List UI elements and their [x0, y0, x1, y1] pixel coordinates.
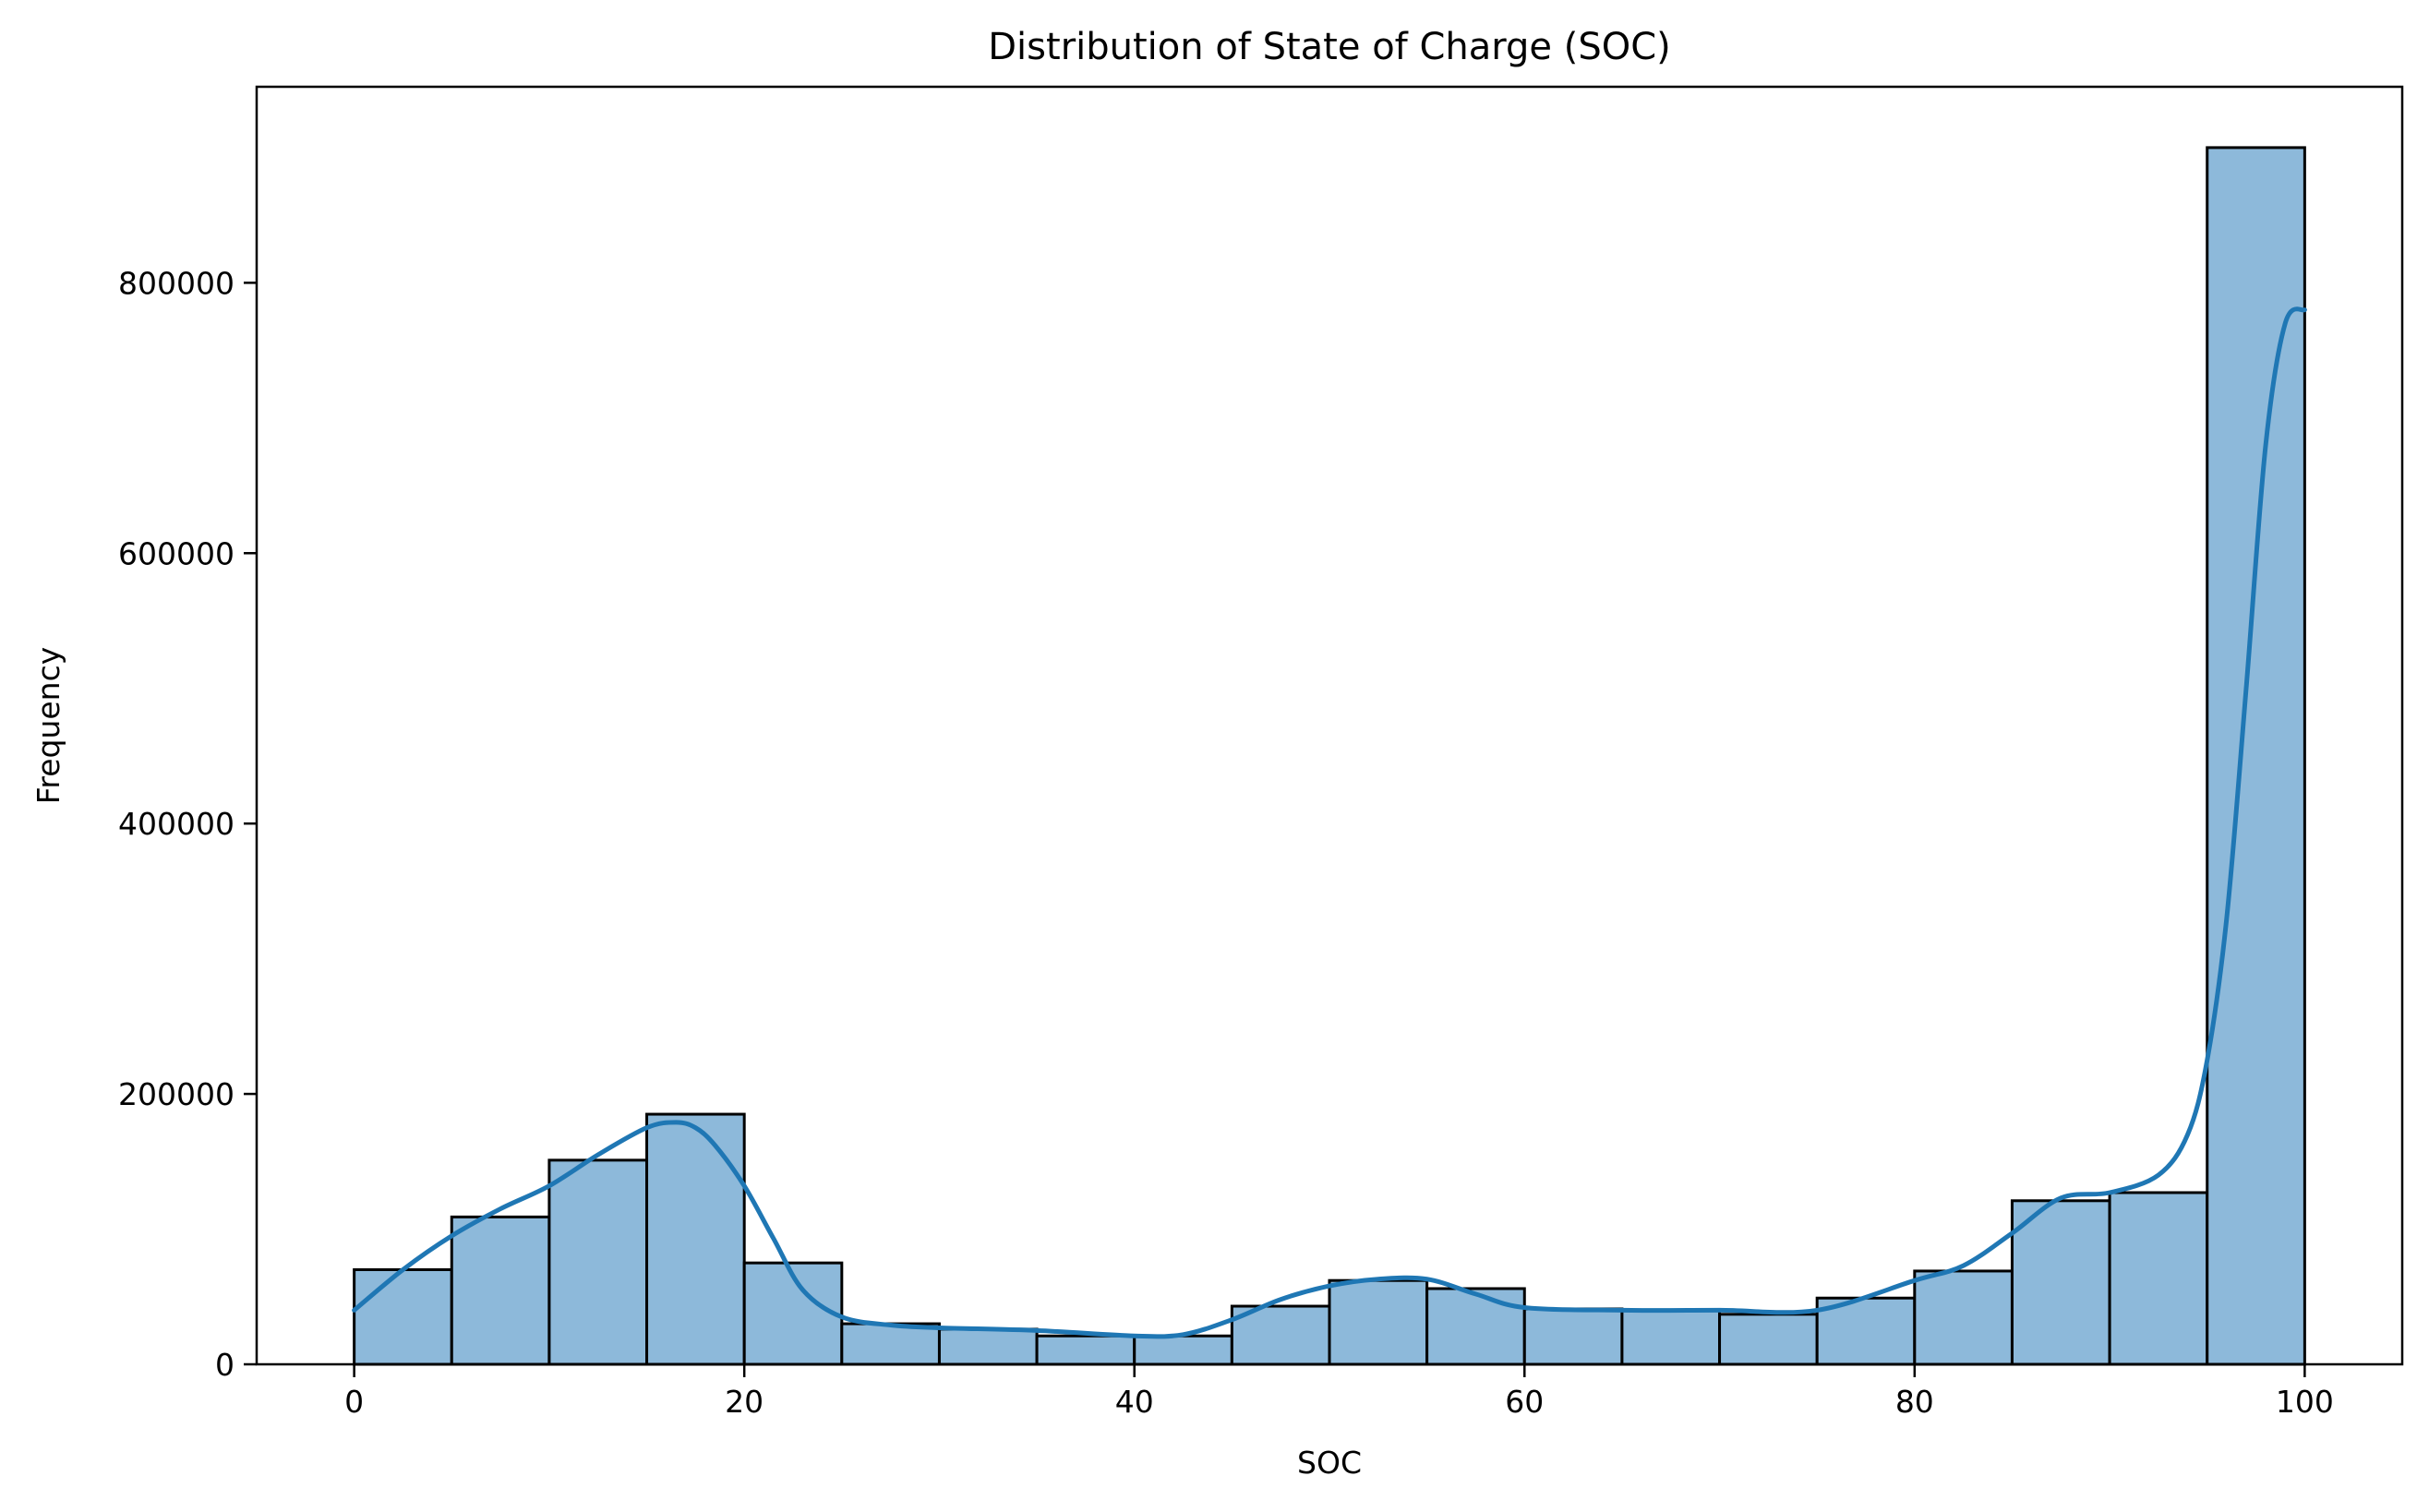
x-tick-label: 60: [1505, 1384, 1544, 1420]
y-tick-label: 0: [215, 1347, 234, 1383]
y-tick-label: 400000: [118, 806, 234, 842]
x-tick-label: 80: [1895, 1384, 1934, 1420]
histogram-bar: [2010, 1199, 2111, 1366]
kde-curve: [352, 306, 2307, 1339]
histogram-bar: [1035, 1334, 1136, 1366]
histogram-bar: [450, 1215, 551, 1366]
x-tick-label: 20: [725, 1384, 764, 1420]
x-axis-ticks: 0 20 40 60 80 100: [344, 1364, 2334, 1420]
histogram-bar: [840, 1322, 941, 1366]
x-tick-label: 100: [2276, 1384, 2334, 1420]
x-axis-label: SOC: [1297, 1445, 1362, 1481]
y-tick-label: 200000: [118, 1076, 234, 1112]
histogram-bar: [1913, 1269, 2014, 1366]
histogram-bar: [1425, 1287, 1526, 1366]
histogram-bar: [1522, 1307, 1624, 1366]
x-tick-label: 40: [1115, 1384, 1154, 1420]
histogram-bar: [2206, 146, 2306, 1366]
histogram-bar: [353, 1267, 453, 1366]
histogram-bar: [1328, 1278, 1429, 1366]
histogram-bar: [2108, 1191, 2209, 1366]
plot-area-frame: [255, 85, 2404, 1366]
histogram-bar: [937, 1327, 1039, 1366]
y-tick-label: 600000: [118, 535, 234, 571]
histogram-bar: [1718, 1313, 1819, 1366]
histogram-bar: [1620, 1308, 1722, 1366]
x-tick-label: 0: [344, 1384, 364, 1420]
y-tick-label: 800000: [118, 265, 234, 301]
histogram-bar: [1133, 1334, 1233, 1366]
histogram-bars: [353, 146, 2306, 1366]
chart-title: Distribution of State of Charge (SOC): [988, 26, 1670, 68]
y-axis-label: Frequency: [30, 647, 66, 804]
y-axis-ticks: 0 200000 400000 600000 800000: [118, 265, 257, 1383]
histogram-bar: [645, 1112, 746, 1366]
histogram-bar: [547, 1158, 649, 1366]
